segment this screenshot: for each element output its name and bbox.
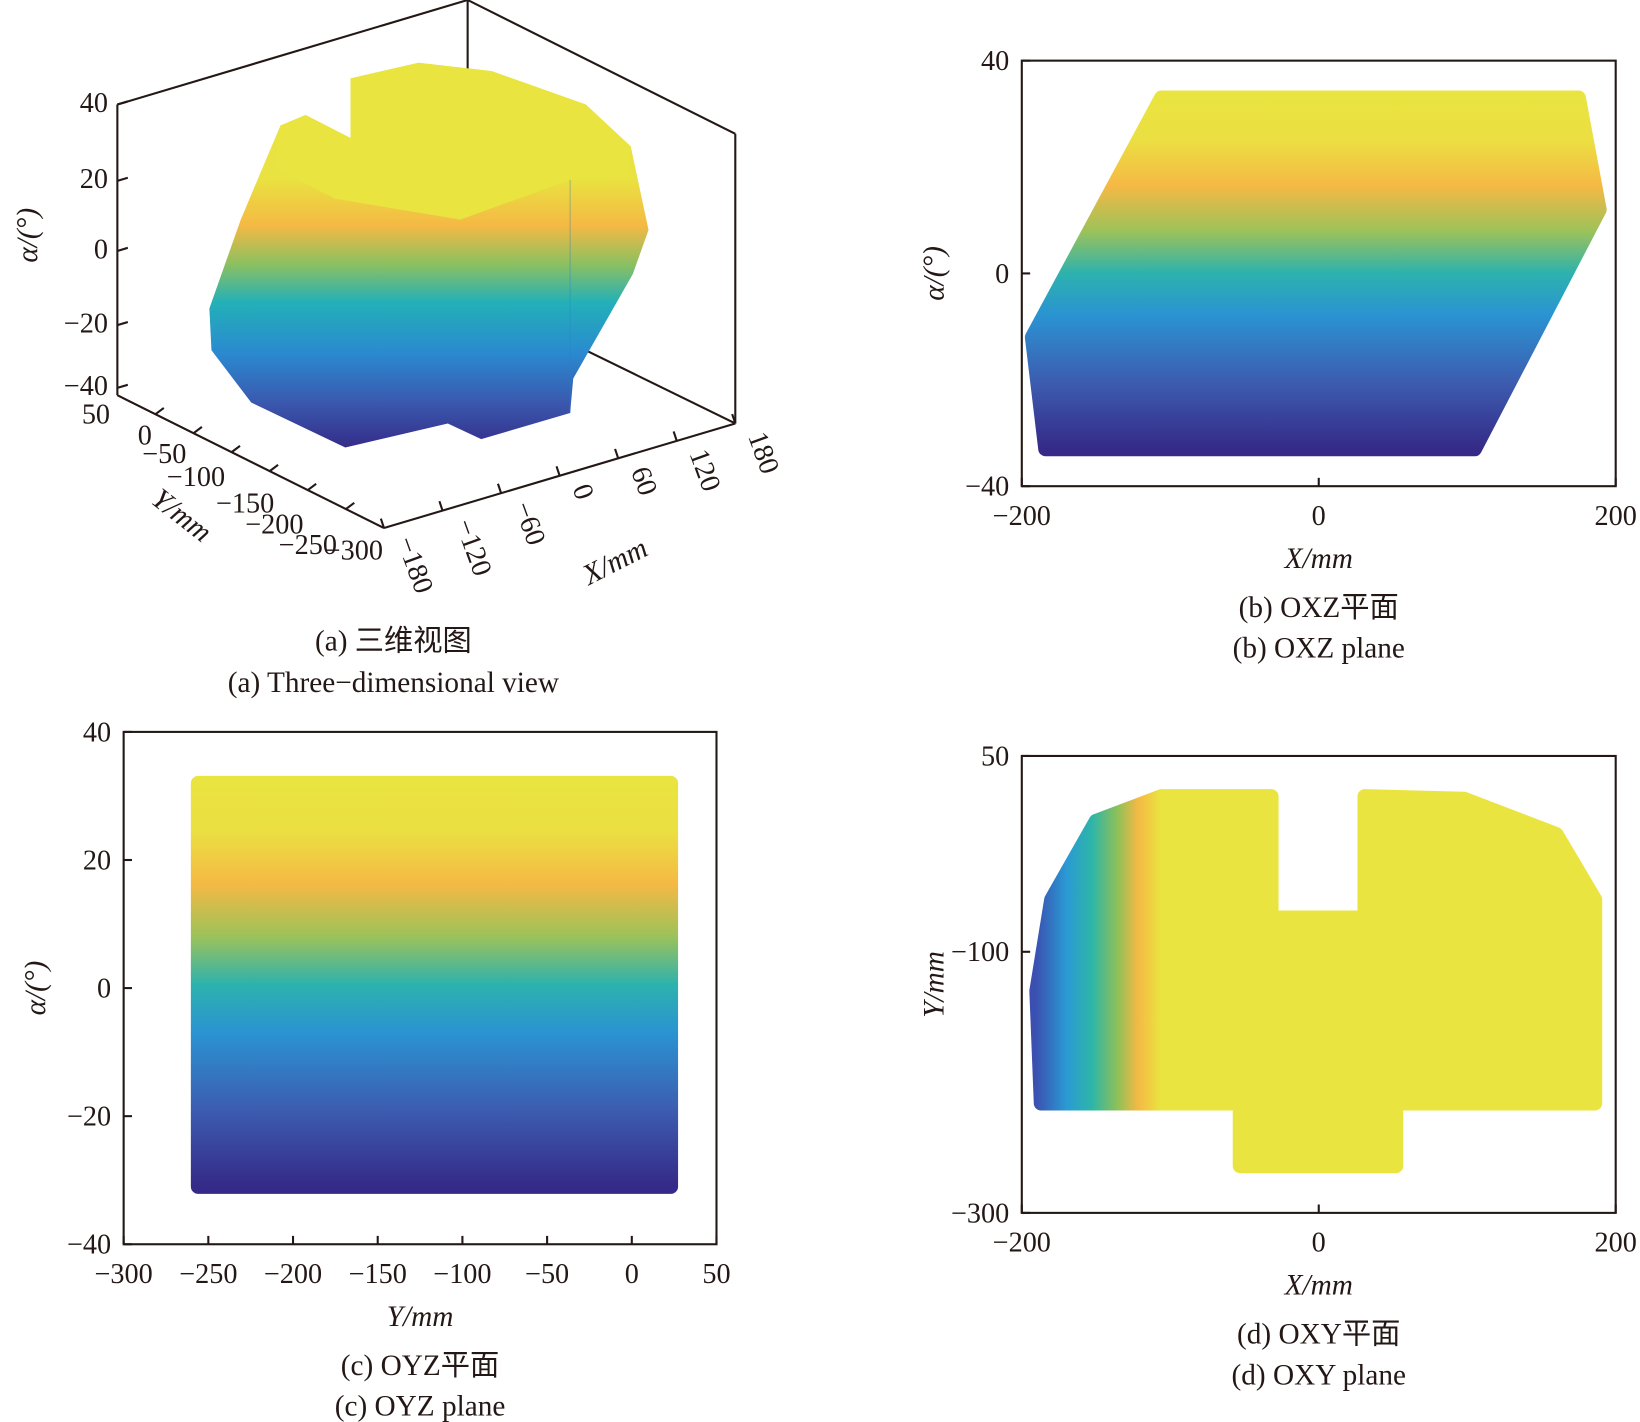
x-tick-label: 0 <box>1312 501 1326 532</box>
x-tick-label: −250 <box>179 1259 237 1290</box>
x-tick-label: 200 <box>1595 1228 1637 1259</box>
x-tick-label: 200 <box>1595 501 1637 532</box>
scatter-region <box>190 775 679 1194</box>
y-tick-label: 20 <box>83 845 111 876</box>
y-tick-label: −150 <box>216 488 274 519</box>
x-tick-label: −60 <box>507 498 551 550</box>
x-tick-label: −100 <box>433 1259 491 1290</box>
x-tick-label: 50 <box>702 1259 730 1290</box>
x-axis-label: X/mm <box>1284 1269 1353 1301</box>
x-tick-label: −50 <box>525 1259 569 1290</box>
y-tick-label: 50 <box>981 741 1009 772</box>
y-tick-label: −100 <box>951 937 1009 968</box>
y-tick-label: −200 <box>245 509 303 540</box>
y-tick-label: 0 <box>995 259 1009 290</box>
x-tick-label: −120 <box>449 515 498 580</box>
x-tick-label: 60 <box>624 463 663 500</box>
x-tick-label: 0 <box>1312 1228 1326 1259</box>
zlabel: α/(°) <box>12 208 44 263</box>
x-tick-label: 120 <box>683 445 727 495</box>
caption-cn: (b) OXZ平面 <box>1239 592 1399 624</box>
x-tick-label: −180 <box>390 532 439 597</box>
x-tick-label: 0 <box>566 480 600 504</box>
x-tick-label: −200 <box>993 501 1051 532</box>
y-tick-label: −250 <box>279 530 337 561</box>
y-tick-label: 40 <box>981 46 1009 77</box>
y-tick-label: −300 <box>325 535 383 566</box>
y-tick-label: −300 <box>951 1198 1009 1229</box>
y-tick-label: −40 <box>965 472 1009 503</box>
y-tick-label: −40 <box>67 1230 111 1261</box>
scatter-region <box>1024 90 1607 457</box>
panel-oxy-plane: −200 0 200 50 −100 −300 X/mm Y/mm (d) OXY平面 (d) O… <box>918 741 1636 1391</box>
panel-oxz-plane: −200 0 200 −40 0 40 X/mm α/(°) (b) OXZ平面 (b) OXZ … <box>918 46 1636 665</box>
x-tick-label: −200 <box>993 1228 1051 1259</box>
x-tick-label: 0 <box>625 1259 639 1290</box>
caption-cn: (d) OXY平面 <box>1237 1319 1400 1351</box>
z-tick-label: 20 <box>80 164 108 195</box>
panel-oyz-plane: −300 −250 −200 −150 −100 −50 0 50−40−2002040Y/m… <box>20 717 730 1422</box>
z-tick-label: 0 <box>94 234 108 265</box>
caption-cn: (c) OYZ平面 <box>341 1350 499 1382</box>
x-tick-label: −300 <box>95 1259 153 1290</box>
y-axis-label: α/(°) <box>918 246 950 301</box>
scatter-region <box>1029 789 1603 1174</box>
caption-en: (c) OYZ plane <box>335 1391 506 1422</box>
y-axis-label: α/(°) <box>20 961 52 1016</box>
y-tick-label: 40 <box>83 717 111 748</box>
3d-top-face <box>274 62 631 220</box>
x-tick-label: −150 <box>349 1259 407 1290</box>
caption-en: (d) OXY plane <box>1232 1359 1406 1391</box>
y-tick-label: 0 <box>97 973 111 1004</box>
x-axis-label: X/mm <box>1284 543 1353 575</box>
y-tick-label: 50 <box>82 399 110 430</box>
y-tick-label: −100 <box>167 462 225 493</box>
caption-en: (b) OXZ plane <box>1233 633 1405 665</box>
y-tick-label: −20 <box>67 1102 111 1133</box>
xlabel: X/mm <box>577 532 653 592</box>
z-tick-label: −40 <box>64 371 108 402</box>
z-tick-label: 40 <box>80 88 108 119</box>
3d-tick-marks <box>117 100 737 529</box>
caption-en: (a) Three−dimensional view <box>228 667 559 699</box>
z-tick-label: −20 <box>64 308 108 339</box>
y-tick-label: 0 <box>138 420 152 451</box>
x-axis-label: Y/mm <box>387 1301 454 1333</box>
y-tick-label: −50 <box>142 439 186 470</box>
x-tick-label: −200 <box>264 1259 322 1290</box>
x-tick-label: 180 <box>741 428 785 478</box>
y-axis-label: Y/mm <box>918 951 950 1018</box>
caption-cn: (a) 三维视图 <box>315 624 472 657</box>
